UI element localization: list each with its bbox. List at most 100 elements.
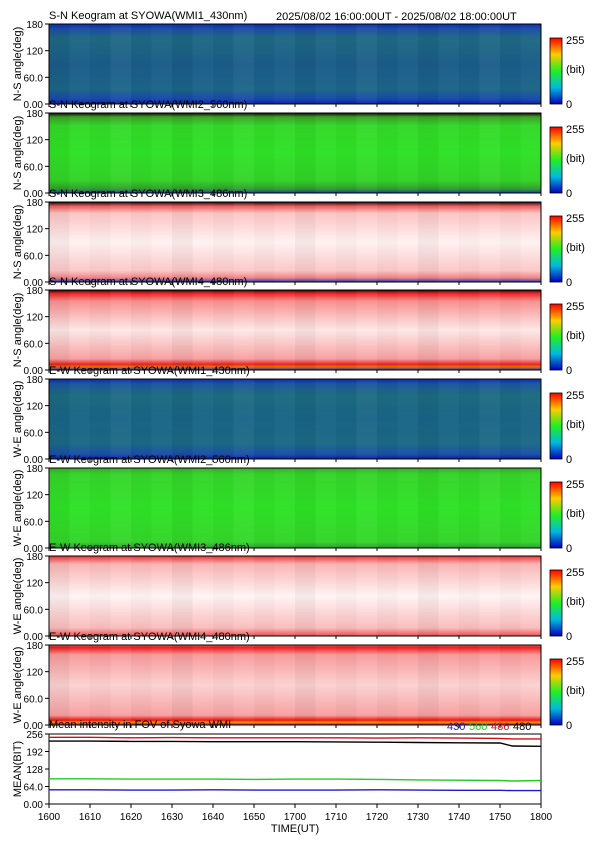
keogram-time-column	[398, 645, 419, 725]
colorbar-max-label: 255	[566, 213, 584, 225]
keogram-time-column	[479, 202, 500, 282]
keogram-time-column	[316, 645, 337, 725]
colorbar-8: 255 (bit) 0	[549, 656, 585, 732]
y-tick-label: 128	[26, 765, 43, 776]
keogram-time-column	[356, 468, 377, 548]
keogram-time-column	[233, 468, 254, 548]
keogram-time-column	[90, 113, 111, 193]
keogram-heatmap	[49, 290, 541, 370]
keogram-time-column	[418, 556, 439, 636]
keogram-time-column	[500, 24, 521, 104]
keogram-time-column	[336, 645, 357, 725]
keogram-heatmap	[49, 556, 541, 636]
y-tick-label: 180	[26, 198, 43, 209]
keogram-time-column	[398, 556, 419, 636]
keogram-time-column	[213, 468, 234, 548]
keogram-title: S-N Keogram at SYOWA(WMI4_480nm)	[49, 276, 247, 288]
keogram-time-column	[418, 645, 439, 725]
y-tick-label: 60.0	[24, 339, 44, 350]
keogram-time-column	[316, 290, 337, 370]
keogram-time-column	[193, 645, 214, 725]
keogram-time-column	[316, 113, 337, 193]
keogram-time-column	[193, 202, 214, 282]
keogram-time-column	[398, 290, 419, 370]
keogram-time-column	[172, 645, 193, 725]
x-tick-label: 1620	[120, 812, 143, 823]
keogram-time-column	[521, 379, 542, 459]
y-tick-label: 0.00	[24, 721, 44, 732]
keogram-time-column	[459, 645, 480, 725]
keogram-time-column	[500, 202, 521, 282]
y-tick-label: 120	[26, 136, 43, 147]
colorbar-1: 255 (bit) 0	[549, 35, 585, 111]
keogram-time-column	[254, 113, 275, 193]
y-tick-label: 0.00	[24, 366, 44, 377]
keogram-time-column	[152, 113, 173, 193]
keogram-heatmap	[49, 468, 541, 548]
y-tick-label: 256	[26, 730, 43, 741]
keogram-time-column	[377, 24, 398, 104]
keogram-time-column	[213, 645, 234, 725]
keogram-time-column	[213, 290, 234, 370]
keogram-time-column	[172, 202, 193, 282]
colorbar-min-label: 0	[566, 99, 572, 111]
keogram-time-column	[459, 113, 480, 193]
keogram-time-column	[377, 645, 398, 725]
colorbar-gradient	[549, 481, 563, 549]
colorbar-2: 255 (bit) 0	[549, 124, 585, 200]
y-axis-label: N-S angle(deg)	[12, 116, 24, 191]
keogram-time-column	[213, 202, 234, 282]
y-tick-label: 120	[26, 579, 43, 590]
keogram-time-column	[479, 290, 500, 370]
keogram-time-column	[418, 24, 439, 104]
keogram-time-column	[521, 468, 542, 548]
keogram-time-column	[377, 556, 398, 636]
keogram-time-column	[398, 468, 419, 548]
keogram-time-column	[356, 290, 377, 370]
keogram-time-column	[398, 113, 419, 193]
x-tick-label: 1610	[79, 812, 102, 823]
keogram-time-column	[233, 113, 254, 193]
series-line-486	[49, 736, 541, 740]
keogram-time-column	[418, 468, 439, 548]
keogram-time-column	[233, 645, 254, 725]
keogram-time-column	[336, 468, 357, 548]
colorbar-max-label: 255	[566, 124, 584, 136]
keogram-time-column	[439, 290, 460, 370]
keogram-time-column	[356, 379, 377, 459]
y-tick-label: 60.0	[24, 694, 44, 705]
y-tick-label: 0.00	[24, 278, 44, 289]
keogram-time-column	[316, 379, 337, 459]
keogram-time-column	[213, 113, 234, 193]
keogram-time-column	[70, 113, 91, 193]
keogram-time-column	[521, 24, 542, 104]
y-tick-label: 180	[26, 20, 43, 31]
y-tick-label: 60.0	[24, 605, 44, 616]
keogram-time-column	[295, 24, 316, 104]
keogram-time-column	[193, 556, 214, 636]
mean-intensity-chart: Mean intensity in FOV of Syowa WMI 430 560…	[12, 719, 553, 835]
keogram-title: S-N Keogram at SYOWA(WMI1_430nm)	[49, 10, 247, 22]
legend-entry-480: 480	[513, 721, 531, 733]
keogram-time-column	[521, 113, 542, 193]
keogram-time-column	[459, 202, 480, 282]
colorbar-unit-label: (bit)	[566, 330, 585, 342]
keogram-time-column	[500, 645, 521, 725]
keogram-time-column	[521, 556, 542, 636]
keogram-time-column	[398, 202, 419, 282]
series-line-430	[49, 789, 541, 792]
keogram-heatmap	[49, 645, 541, 725]
y-tick-label: 180	[26, 375, 43, 386]
keogram-time-column	[316, 556, 337, 636]
colorbar-min-label: 0	[566, 454, 572, 466]
keogram-time-column	[131, 556, 152, 636]
keogram-time-column	[500, 379, 521, 459]
colorbar-unit-label: (bit)	[566, 242, 585, 254]
keogram-time-column	[356, 24, 377, 104]
keogram-time-column	[316, 202, 337, 282]
y-tick-label: 180	[26, 641, 43, 652]
colorbar-4: 255 (bit) 0	[549, 301, 585, 377]
keogram-time-column	[110, 113, 131, 193]
keogram-time-column	[90, 290, 111, 370]
keogram-time-column	[131, 202, 152, 282]
